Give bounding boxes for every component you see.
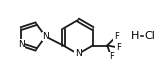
Text: Cl: Cl [144,31,155,41]
Text: F: F [116,43,121,52]
Text: H: H [131,31,139,41]
Text: N: N [18,40,24,49]
Text: F: F [109,52,114,61]
Text: F: F [114,32,119,41]
Text: N: N [75,49,81,58]
Text: N: N [42,32,49,41]
